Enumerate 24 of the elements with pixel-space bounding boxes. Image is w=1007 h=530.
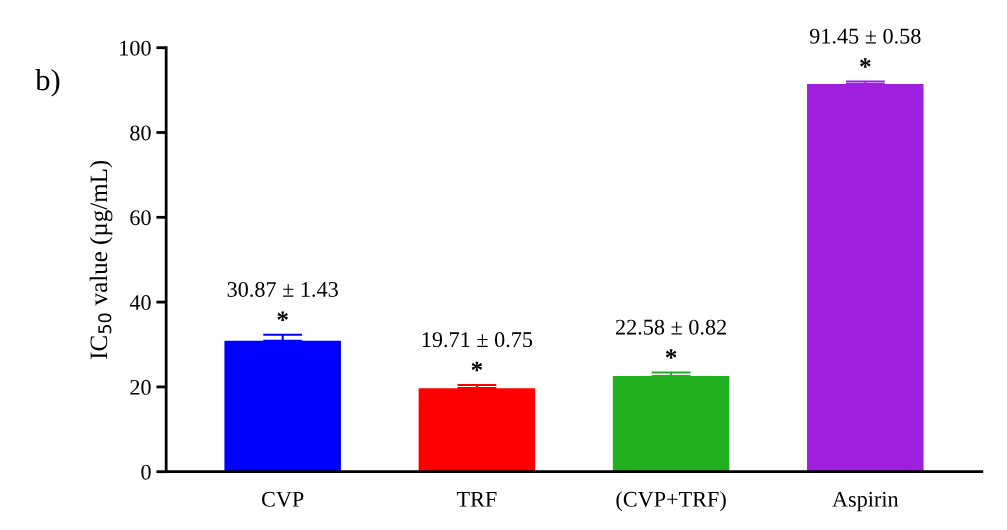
bar (612, 375, 730, 472)
bar (418, 388, 536, 472)
bar (807, 83, 924, 472)
x-tick-label: CVP (261, 491, 304, 507)
annotation: * (665, 349, 677, 359)
data-label: 19.71 ± 0.75 (422, 332, 533, 348)
y-tick-label: 0 (141, 464, 151, 480)
y-tick-label: 40 (129, 295, 151, 311)
data-label: 30.87 ± 1.43 (227, 281, 338, 297)
text: b) (35, 68, 60, 97)
y-tick-label: 100 (120, 40, 151, 56)
x-tick-label: Aspirin (832, 491, 899, 512)
y-tick-label: 20 (130, 379, 151, 395)
data-label: 91.45 ± 0.58 (809, 28, 921, 44)
data-label: 22.58 ± 0.82 (615, 319, 726, 335)
x-tick-label: TRF (456, 492, 497, 507)
x-tick-label: (CVP+TRF) (616, 491, 726, 512)
y-axis-title: IC$_{50}$ value (µg/mL) (89, 160, 113, 359)
annotation: * (277, 311, 288, 321)
annotation: * (860, 58, 871, 68)
y-tick-label: 60 (130, 210, 151, 226)
bar (224, 340, 341, 472)
y-tick-label: 80 (130, 125, 151, 141)
annotation: * (471, 361, 483, 372)
